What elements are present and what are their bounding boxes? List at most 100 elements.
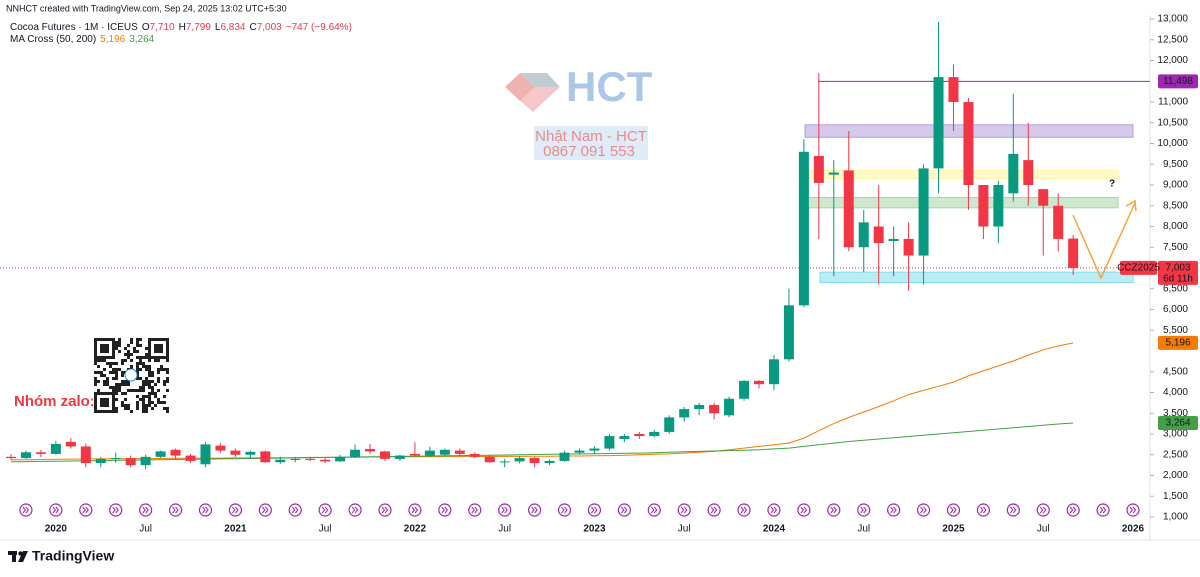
qr-cell	[124, 392, 127, 395]
qr-cell	[148, 374, 151, 377]
qr-cell	[127, 353, 130, 356]
candle-body	[170, 449, 181, 456]
plot: Cocoa Futures · 1M · ICEUS O7,710 H7,799 L6…	[0, 14, 1198, 535]
qr-cell	[145, 404, 148, 407]
qr-cell	[154, 395, 157, 398]
qr-cell	[94, 380, 97, 383]
qr-cell	[157, 377, 160, 380]
qr-cell	[94, 401, 97, 404]
qr-cell	[148, 383, 151, 386]
qr-cell	[103, 410, 106, 413]
qr-cell	[124, 359, 127, 362]
candle-body	[529, 458, 540, 464]
candle-body	[1038, 189, 1049, 206]
x-tick-label: 2025	[942, 524, 965, 535]
qr-cell	[115, 368, 118, 371]
qr-cell	[109, 371, 112, 374]
qr-cell	[121, 374, 124, 377]
qr-cell	[127, 380, 130, 383]
candle-body	[768, 359, 779, 385]
qr-cell	[166, 350, 169, 353]
candle-body	[903, 238, 914, 256]
candle-body	[813, 155, 824, 183]
event-icon-glyph	[321, 506, 329, 514]
candle-body	[664, 417, 675, 432]
candle-body	[65, 441, 76, 447]
qr-cell	[160, 350, 163, 353]
event-icon-glyph	[620, 506, 628, 514]
qr-cell	[166, 347, 169, 350]
event-icon-glyph	[950, 506, 957, 514]
qr-cell	[130, 341, 133, 344]
legend: MA Cross (50, 200) 5,196 3,264	[10, 34, 155, 45]
qr-cell	[103, 404, 106, 407]
qr-cell	[112, 341, 115, 344]
price-label-bg	[1158, 260, 1198, 285]
event-icon-glyph	[172, 506, 179, 514]
qr-cell	[139, 386, 142, 389]
qr-cell	[100, 344, 103, 347]
qr-cell	[148, 398, 151, 401]
qr-cell	[100, 338, 103, 341]
qr-cell	[145, 410, 148, 413]
qr-cell	[100, 347, 103, 350]
indicator-value: 3,264	[129, 34, 154, 45]
qr-cell	[97, 410, 100, 413]
qr-cell	[145, 353, 148, 356]
qr-cell	[112, 344, 115, 347]
event-icon-glyph	[561, 506, 568, 514]
candle-body	[544, 460, 555, 464]
qr-cell	[118, 386, 121, 389]
y-tick-label: 4,500	[1163, 366, 1188, 377]
qr-cell	[106, 377, 109, 380]
qr-cell	[97, 356, 100, 359]
candle-body	[559, 452, 570, 461]
event-icon-glyph	[411, 506, 419, 514]
candle-body	[95, 458, 106, 464]
event-icon-glyph	[52, 506, 60, 514]
qr-cell	[103, 383, 106, 386]
candle-body	[140, 456, 151, 466]
qr-cell	[127, 350, 130, 353]
qr-cell	[97, 380, 100, 383]
qr-cell	[148, 347, 151, 350]
qr-cell	[157, 401, 160, 404]
qr-cell	[142, 407, 145, 410]
qr-cell	[121, 404, 124, 407]
qr-cell	[151, 389, 154, 392]
qr-cell	[142, 383, 145, 386]
x-tick-label: Jul	[678, 524, 691, 535]
watermark-phone: 0867 091 553	[543, 143, 635, 160]
event-icon-glyph	[680, 506, 688, 514]
qr-cell	[94, 371, 97, 374]
footer-brand: TradingView	[32, 548, 114, 564]
qr-cell	[115, 341, 118, 344]
qr-cell	[112, 407, 115, 410]
qr-cell	[163, 401, 166, 404]
qr-cell	[109, 386, 112, 389]
event-icon-glyph	[22, 506, 30, 514]
qr-cell	[139, 398, 142, 401]
qr-cell	[142, 401, 145, 404]
event-icon-glyph	[710, 506, 718, 514]
qr-cell	[106, 401, 109, 404]
qr-cell	[157, 347, 160, 350]
qr-cell	[115, 374, 118, 377]
y-tick-label: 6,000	[1163, 304, 1188, 315]
qr-cell	[115, 407, 118, 410]
qr-cell	[130, 365, 133, 368]
qr-cell	[157, 359, 160, 362]
qr-cell	[106, 344, 109, 347]
qr-cell	[136, 341, 139, 344]
qr-cell	[136, 365, 139, 368]
qr-cell	[139, 368, 142, 371]
qr-cell	[94, 398, 97, 401]
qr-cell	[139, 377, 142, 380]
y-tick-label: 9,500	[1163, 159, 1188, 170]
event-icon-glyph	[232, 506, 239, 514]
qr-cell	[124, 398, 127, 401]
candle-body	[215, 445, 226, 451]
candle-body	[350, 449, 361, 457]
y-tick-label: 10,500	[1157, 117, 1188, 128]
x-tick-label: 2021	[224, 524, 247, 535]
